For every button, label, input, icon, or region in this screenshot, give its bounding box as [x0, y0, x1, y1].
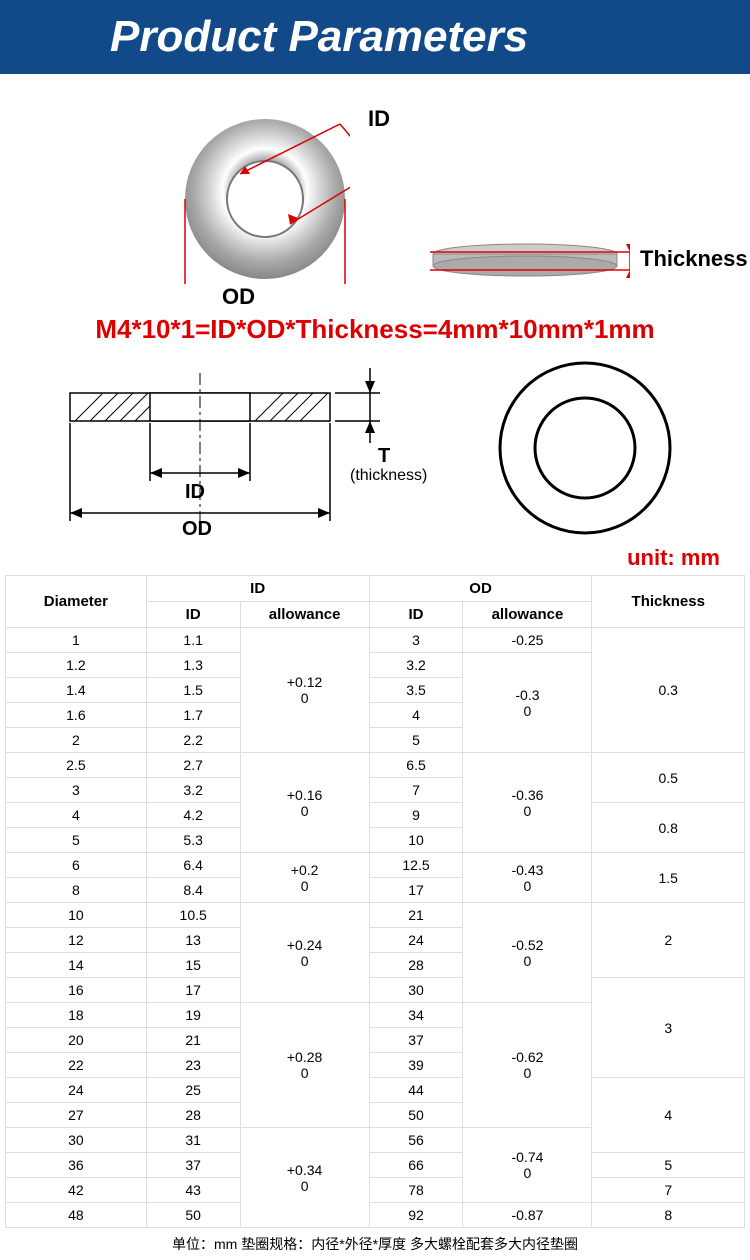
table-row: 1617303	[6, 978, 745, 1003]
th-od-group: OD	[369, 576, 592, 602]
washer-photo-diagram: ID OD Thickness	[0, 74, 750, 304]
table-row: 11.1+0.1203-0.250.3	[6, 628, 745, 653]
th-diameter: Diameter	[6, 576, 147, 628]
table-row: 2.52.7+0.1606.5-0.3600.5	[6, 753, 745, 778]
table-row: 66.4+0.2012.5-0.4301.5	[6, 853, 745, 878]
technical-drawing: ID OD T (thickness)	[0, 363, 750, 563]
spec-table: Diameter ID OD Thickness ID allowance ID…	[5, 575, 745, 1228]
table-row: 2425444	[6, 1078, 745, 1103]
label-od: OD	[222, 284, 255, 310]
label-thickness: Thickness	[640, 246, 748, 272]
page-title: Product Parameters	[110, 12, 528, 61]
spec-table-body: 11.1+0.1203-0.250.31.21.33.2-0.301.41.53…	[6, 628, 745, 1228]
tech-label-id: ID	[185, 481, 205, 504]
washer-section-drawing	[30, 363, 460, 553]
table-row: 1010.5+0.24021-0.5202	[6, 903, 745, 928]
tech-label-t-sub: (thickness)	[350, 467, 427, 485]
th-thickness: Thickness	[592, 576, 745, 628]
formula-text: M4*10*1=ID*OD*Thickness=4mm*10mm*1mm	[0, 304, 750, 363]
footer-note: 单位：mm 垫圈规格：内径*外径*厚度 多大螺栓配套多大内径垫圈	[0, 1228, 750, 1260]
washer-top-view	[180, 114, 350, 284]
table-row: 44.290.8	[6, 803, 745, 828]
table-row: 3637665	[6, 1153, 745, 1178]
th-od-allow: allowance	[463, 602, 592, 628]
th-id-group: ID	[146, 576, 369, 602]
th-id-allow: allowance	[240, 602, 369, 628]
label-id: ID	[368, 106, 390, 132]
tech-label-t: T	[378, 445, 390, 468]
table-row: 4243787	[6, 1178, 745, 1203]
th-id: ID	[146, 602, 240, 628]
washer-side-view	[430, 234, 630, 294]
page-header: Product Parameters	[0, 0, 750, 74]
tech-label-od: OD	[182, 518, 212, 541]
th-od-id: ID	[369, 602, 463, 628]
washer-ring-drawing	[490, 358, 680, 548]
